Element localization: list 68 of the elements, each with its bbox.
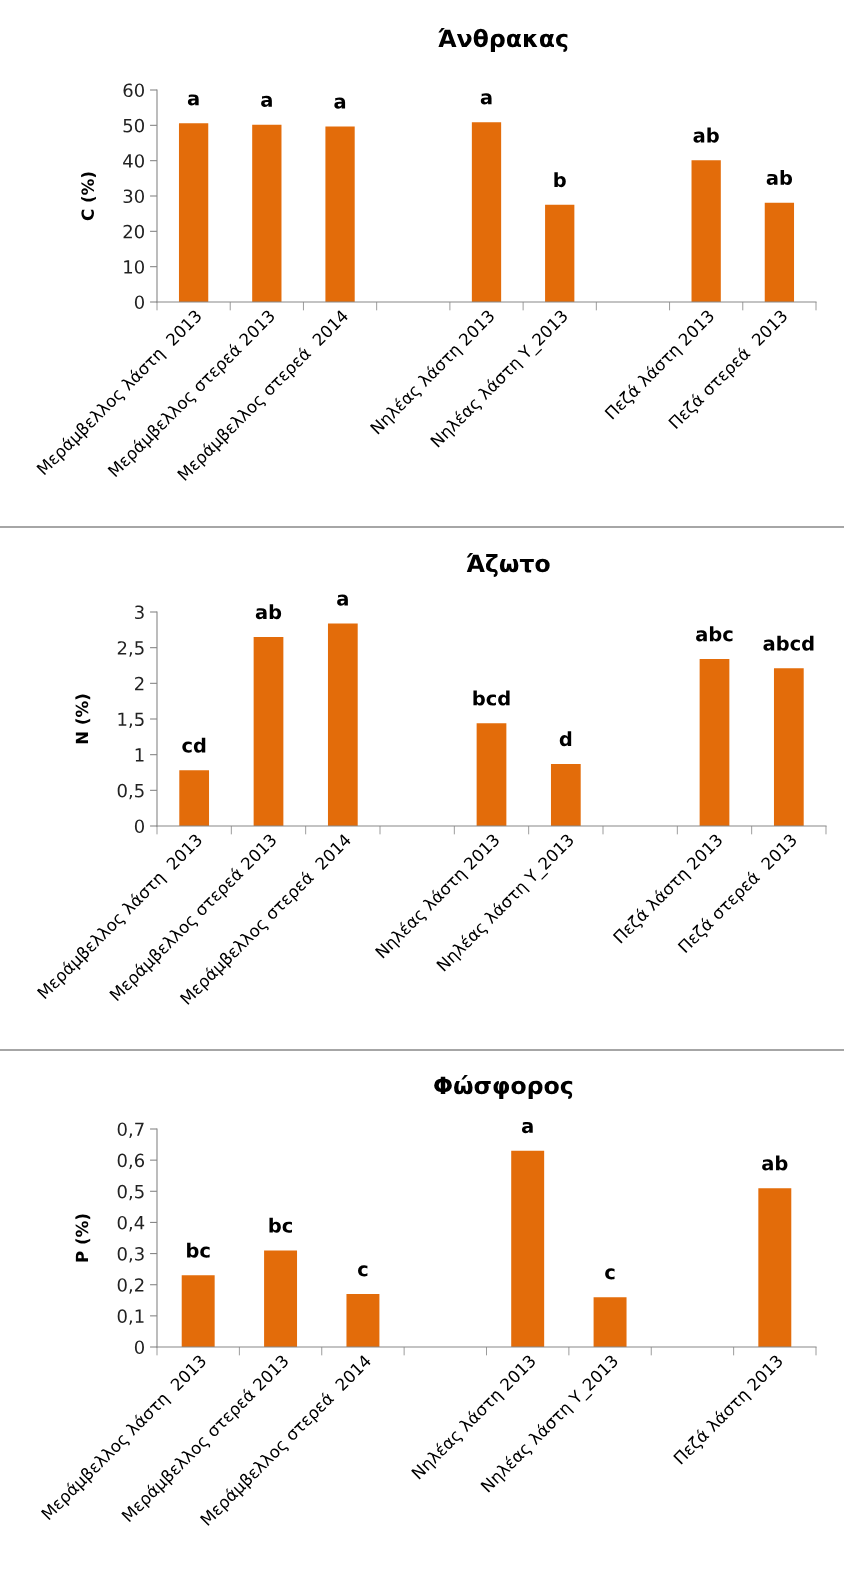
chart-title: Άζωτο (466, 553, 550, 577)
bar (699, 659, 730, 826)
annotation: ab (255, 604, 282, 620)
y-tick-label: 0,2 (117, 1278, 144, 1294)
y-tick-label: 0,1 (117, 1309, 144, 1325)
annotation: bc (269, 1217, 292, 1233)
annotation: a (261, 95, 272, 107)
annotation: c (358, 1265, 368, 1277)
annotation: ab (766, 170, 793, 186)
bar (545, 204, 575, 302)
annotation: a (521, 1121, 533, 1134)
y-tick-label: 30 (123, 189, 144, 204)
y-tick-label: 0,6 (117, 1153, 145, 1170)
y-tick-label: 0 (134, 1340, 144, 1355)
bar (325, 126, 355, 302)
y-tick-label: 0,5 (117, 783, 144, 800)
bar (593, 1297, 627, 1347)
annotation: a (337, 594, 348, 606)
annotation: a (187, 94, 199, 106)
y-tick-label: 50 (123, 118, 144, 133)
bar (476, 723, 507, 826)
annotation: abc (696, 626, 733, 642)
bar (181, 1275, 215, 1347)
y-tick-label: 2,5 (117, 641, 144, 657)
y-tick-label: 2 (135, 676, 144, 691)
annotation: bc (187, 1242, 210, 1258)
bar (264, 1250, 298, 1347)
y-tick-label: 1,5 (118, 712, 144, 728)
y-tick-label: 40 (123, 154, 144, 168)
annotation: d (559, 731, 572, 747)
bar (179, 770, 210, 826)
bar (511, 1150, 545, 1347)
y-tick-label: 0 (134, 819, 144, 834)
bar (471, 122, 502, 302)
annotation: bcd (473, 690, 510, 706)
y-tick-label: 20 (123, 224, 144, 239)
annotation: a (480, 93, 492, 105)
bar (550, 763, 581, 826)
y-tick-label: 0,7 (117, 1122, 144, 1138)
bar (346, 1294, 380, 1347)
bar (691, 160, 721, 302)
bar (253, 636, 284, 826)
annotation: ab (693, 127, 719, 143)
chart-title: Άνθρακας (438, 28, 568, 52)
y-tick-label: 1 (135, 748, 144, 762)
annotation: b (554, 172, 566, 188)
y-axis-title: P (%) (75, 1214, 91, 1262)
y-tick-label: 0,4 (117, 1215, 145, 1232)
bar (327, 623, 358, 826)
annotation: abcd (763, 635, 814, 651)
y-tick-label: 60 (123, 83, 144, 98)
y-tick-label: 0 (134, 295, 144, 310)
annotation: c (605, 1268, 615, 1280)
y-tick-label: 10 (124, 260, 144, 274)
chart-title: Φώσφορος (434, 1075, 573, 1099)
y-axis-title: N (%) (75, 694, 91, 744)
annotation: a (334, 97, 346, 109)
bar (178, 123, 209, 302)
annotation: ab (762, 1155, 788, 1171)
bar (773, 668, 804, 826)
y-tick-label: 0,3 (117, 1247, 144, 1263)
y-tick-label: 0,5 (117, 1184, 144, 1201)
bar (758, 1188, 792, 1347)
y-tick-label: 3 (135, 605, 144, 620)
bar (764, 202, 795, 302)
bar (252, 124, 282, 302)
annotation: cd (182, 737, 206, 753)
y-axis-title: C (%) (81, 172, 96, 221)
